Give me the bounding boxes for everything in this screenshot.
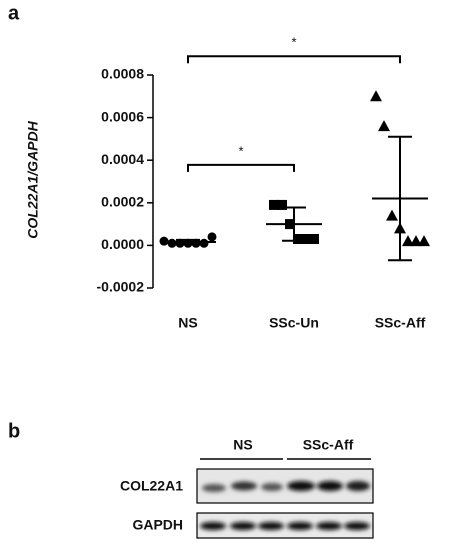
y-tick-label: 0.0006 xyxy=(101,108,144,124)
point xyxy=(378,120,390,132)
significance-bracket xyxy=(187,163,295,172)
point xyxy=(402,235,414,247)
point xyxy=(207,232,217,242)
point xyxy=(418,235,430,247)
point xyxy=(277,199,287,210)
significance-bracket xyxy=(187,55,401,64)
x-tick-label: SSc-Aff xyxy=(375,315,426,331)
blot-gapdh xyxy=(196,512,374,539)
row-label: COL22A1 xyxy=(120,478,183,494)
y-tick-label: 0.0008 xyxy=(101,66,144,82)
y-tick-label: 0.0000 xyxy=(101,236,144,252)
point xyxy=(410,235,422,247)
panel-label: a xyxy=(8,2,20,24)
point xyxy=(167,238,177,248)
group-label: SSc-Aff xyxy=(303,437,354,453)
panel-label: b xyxy=(8,420,20,442)
blot-col22a1 xyxy=(196,468,374,504)
point xyxy=(386,209,398,221)
x-tick-label: NS xyxy=(178,315,197,331)
y-tick-label: 0.0002 xyxy=(101,194,144,210)
x-tick-label: SSc-Un xyxy=(269,315,319,331)
point xyxy=(293,234,303,245)
group-label: NS xyxy=(233,437,252,453)
significance-label: * xyxy=(238,143,243,158)
point xyxy=(199,238,209,248)
y-tick-label: -0.0002 xyxy=(97,279,145,295)
point xyxy=(370,90,382,102)
point xyxy=(309,234,319,245)
y-tick-label: 0.0004 xyxy=(101,151,144,167)
significance-label: * xyxy=(291,35,296,50)
point xyxy=(301,234,311,245)
point xyxy=(269,199,279,210)
y-axis-label: COL22A1/GAPDH xyxy=(25,120,41,238)
row-label: GAPDH xyxy=(132,517,183,533)
plot: -0.0002 0.0000 0.0002 0.0004 0.0006 0.0008 NS S… xyxy=(97,35,430,331)
